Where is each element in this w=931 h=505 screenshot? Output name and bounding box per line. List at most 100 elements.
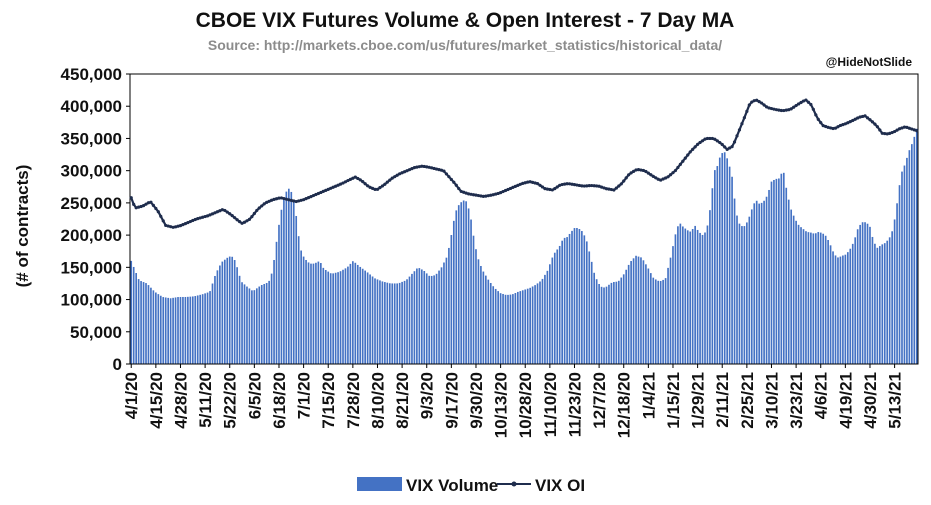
volume-bar bbox=[352, 261, 354, 364]
volume-bar bbox=[379, 280, 381, 364]
volume-bar bbox=[896, 203, 898, 364]
volume-bar bbox=[231, 256, 234, 364]
volume-bar bbox=[664, 278, 667, 364]
oi-point bbox=[824, 124, 828, 129]
oi-point bbox=[257, 206, 261, 210]
volume-bar bbox=[731, 176, 733, 364]
volume-bar bbox=[307, 262, 310, 364]
volume-bar bbox=[677, 226, 679, 364]
oi-point bbox=[302, 198, 306, 202]
oi-point bbox=[580, 184, 584, 188]
oi-point bbox=[407, 168, 412, 172]
oi-point bbox=[893, 129, 897, 134]
volume-bar bbox=[652, 277, 655, 364]
x-tick-label: 11/10/20 bbox=[541, 372, 560, 437]
x-tick-label: 10/28/20 bbox=[516, 372, 535, 438]
oi-point bbox=[151, 203, 155, 207]
volume-bar bbox=[608, 284, 610, 364]
volume-bar bbox=[706, 225, 709, 364]
oi-point bbox=[535, 182, 540, 186]
volume-bar bbox=[381, 281, 384, 364]
oi-point bbox=[358, 178, 362, 182]
oi-point bbox=[265, 200, 269, 204]
volume-bar bbox=[509, 294, 512, 364]
oi-point bbox=[639, 168, 643, 172]
oi-point bbox=[380, 184, 385, 188]
oi-point bbox=[356, 176, 360, 181]
oi-point bbox=[252, 211, 256, 216]
volume-bar bbox=[549, 264, 551, 364]
volume-bar bbox=[805, 231, 807, 364]
volume-bar bbox=[832, 251, 834, 364]
oi-point bbox=[833, 126, 838, 130]
volume-bar bbox=[563, 237, 566, 364]
volume-bar bbox=[864, 222, 866, 364]
volume-bar bbox=[182, 296, 184, 364]
volume-bar bbox=[637, 256, 640, 364]
oi-point bbox=[760, 101, 764, 105]
volume-bar bbox=[320, 263, 322, 364]
oi-point bbox=[410, 167, 414, 171]
volume-bar bbox=[785, 187, 788, 364]
oi-point bbox=[732, 140, 737, 144]
volume-bar bbox=[460, 202, 463, 364]
volume-bar bbox=[659, 281, 662, 364]
oi-point bbox=[277, 196, 281, 200]
oi-point bbox=[737, 128, 742, 132]
oi-point bbox=[223, 208, 227, 213]
oi-point bbox=[890, 130, 894, 135]
volume-bar bbox=[600, 286, 603, 364]
oi-point bbox=[405, 169, 409, 173]
oi-point bbox=[449, 177, 453, 182]
volume-bar bbox=[408, 276, 411, 364]
volume-bar bbox=[743, 226, 746, 364]
oi-point bbox=[304, 197, 308, 201]
volume-bars bbox=[130, 128, 918, 364]
volume-bar bbox=[344, 268, 347, 364]
volume-bar bbox=[699, 232, 701, 364]
oi-point bbox=[774, 108, 779, 112]
volume-bar bbox=[856, 229, 859, 364]
volume-bar bbox=[191, 296, 194, 364]
volume-bar bbox=[369, 274, 371, 364]
volume-bar bbox=[255, 288, 258, 364]
volume-bar bbox=[802, 229, 805, 364]
volume-bar bbox=[561, 240, 563, 364]
volume-bar bbox=[132, 266, 135, 364]
oi-point bbox=[425, 165, 429, 169]
oi-point bbox=[804, 98, 808, 102]
volume-bar bbox=[425, 273, 428, 364]
oi-point bbox=[245, 219, 249, 223]
oi-point bbox=[592, 184, 596, 188]
oi-point bbox=[390, 176, 394, 180]
oi-point bbox=[710, 136, 714, 141]
volume-bar bbox=[258, 286, 261, 364]
volume-bar bbox=[534, 285, 536, 364]
volume-bar bbox=[649, 273, 652, 364]
oi-point bbox=[316, 191, 320, 196]
volume-bar bbox=[681, 226, 684, 364]
oi-point bbox=[550, 188, 554, 192]
oi-point bbox=[666, 175, 670, 179]
volume-bar bbox=[219, 265, 221, 364]
oi-point bbox=[137, 205, 141, 209]
oi-point bbox=[400, 171, 404, 175]
x-tick-label: 9/3/20 bbox=[418, 372, 437, 419]
volume-bar bbox=[741, 226, 743, 364]
oi-point bbox=[415, 165, 419, 169]
volume-bar bbox=[647, 268, 650, 364]
oi-point bbox=[787, 108, 791, 112]
oi-point bbox=[696, 142, 700, 146]
x-tick-label: 8/10/20 bbox=[368, 372, 387, 429]
volume-bar bbox=[810, 232, 812, 364]
volume-bar bbox=[617, 280, 620, 364]
volume-bar bbox=[428, 275, 431, 364]
volume-bar bbox=[792, 215, 795, 364]
volume-bar bbox=[915, 128, 918, 364]
volume-bar bbox=[359, 266, 362, 364]
y-tick-label: 150,000 bbox=[61, 258, 122, 277]
x-tick-label: 7/1/20 bbox=[295, 372, 314, 419]
oi-point bbox=[518, 182, 522, 186]
oi-point bbox=[582, 184, 586, 188]
oi-point bbox=[321, 189, 325, 194]
